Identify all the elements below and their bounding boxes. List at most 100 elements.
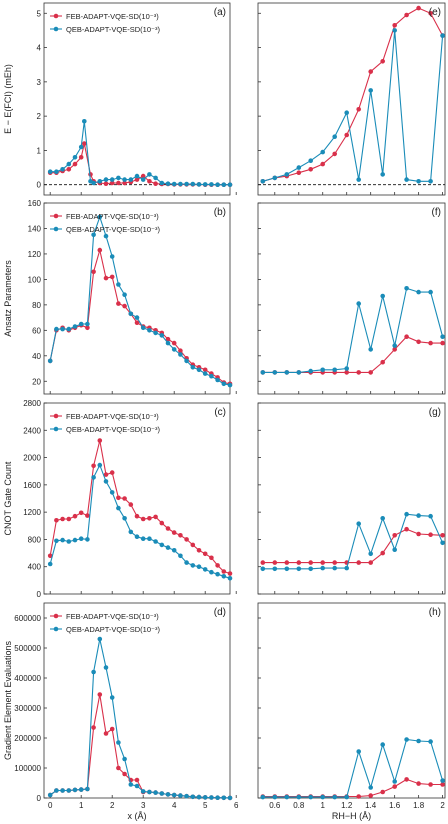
data-point-feb [428,782,433,787]
y-tick-label: 60 [32,326,41,335]
data-point-feb [78,510,84,516]
data-point-qeb [165,792,171,797]
data-point-qeb [153,790,158,795]
data-point-feb [184,537,189,542]
legend-marker-feb [53,413,59,419]
data-point-feb [116,765,121,771]
panel-frame-f [257,202,446,395]
data-point-feb [260,560,266,565]
y-tick-label: 120 [28,250,42,259]
series-line-qeb-e [262,30,444,182]
data-point-qeb [428,739,433,744]
data-point-feb [344,132,350,138]
data-point-feb [128,502,134,507]
data-point-qeb [296,566,302,572]
data-point-qeb [184,181,189,187]
data-point-qeb [122,292,127,298]
data-point-qeb [428,289,433,295]
data-point-feb [78,155,84,160]
data-point-feb [103,731,109,736]
data-point-feb [356,107,362,112]
data-point-qeb [272,175,278,181]
data-point-qeb [227,795,233,801]
x-tick-label: 1.2 [341,801,353,810]
data-point-qeb [209,373,214,379]
panel-label-h: (h) [429,607,441,618]
data-point-qeb [171,181,177,187]
data-point-qeb [171,792,177,798]
data-point-feb [284,560,290,565]
data-point-qeb [66,788,72,793]
data-point-feb [380,789,386,795]
data-point-qeb [122,756,127,762]
data-point-qeb [78,787,84,792]
data-point-qeb [209,795,214,800]
data-point-qeb [190,794,196,800]
data-point-feb [134,513,140,519]
data-point-qeb [122,177,127,182]
data-point-feb [109,180,115,186]
y-tick-label: 100000 [14,764,41,773]
data-point-feb [440,782,445,787]
data-point-qeb [47,561,53,567]
data-point-qeb [284,794,290,800]
legend-label-feb: FEB-ADAPT-VQE-SD(10⁻³) [66,12,159,21]
data-point-feb [153,181,158,186]
data-point-qeb [116,505,121,511]
data-point-feb [171,340,177,346]
data-point-feb [122,180,127,186]
x-tick-label: 6 [234,801,239,810]
data-point-qeb [78,321,84,327]
data-point-qeb [54,538,59,544]
legend-label-qeb: QEB-ADAPT-VQE-SD(10⁻³) [66,25,160,34]
data-point-qeb [60,537,65,543]
y-tick-label: 0 [37,794,42,803]
x-axis-label-right: RH−H (Å) [332,811,371,821]
data-point-qeb [165,545,171,550]
data-point-qeb [171,347,177,352]
data-point-feb [320,161,326,167]
y-tick-label: 1600 [23,481,41,490]
data-point-qeb [308,368,314,374]
data-point-feb [97,438,103,443]
data-point-qeb [284,172,290,177]
y-tick-label: 4 [37,44,42,53]
x-tick-label: 2 [110,801,115,810]
y-tick-label: 200000 [14,734,41,743]
data-point-qeb [159,333,165,338]
x-axis-label-left: x (Å) [128,811,147,821]
data-point-qeb [308,794,314,800]
data-point-qeb [47,358,53,364]
data-point-feb [404,777,409,782]
data-point-qeb [184,358,189,364]
legend-marker-qeb [53,26,59,32]
data-point-qeb [85,321,90,327]
data-point-feb [392,23,398,28]
data-point-qeb [66,539,72,544]
data-point-qeb [60,167,65,172]
data-point-feb [308,167,314,172]
data-point-qeb [196,367,202,373]
data-point-qeb [72,155,78,160]
data-point-qeb [284,566,290,572]
legend-marker-qeb [53,626,59,632]
data-point-feb [440,340,445,346]
data-point-qeb [221,795,227,801]
series-line-feb-h [262,778,443,798]
data-point-feb [404,526,409,532]
legend-label-feb: FEB-ADAPT-VQE-SD(10⁻³) [66,212,159,221]
data-point-qeb [344,110,350,115]
data-point-qeb [392,779,398,784]
data-point-feb [47,553,53,559]
data-point-qeb [344,794,350,800]
data-point-qeb [356,749,362,754]
data-point-qeb [380,172,386,177]
x-tick-label: 5 [203,801,208,810]
data-point-qeb [134,173,140,179]
data-point-qeb [356,301,362,306]
series-line-qeb-f [262,287,444,373]
panel-label-c: (c) [214,407,226,418]
data-point-feb [221,569,227,574]
data-point-qeb [153,175,158,181]
data-point-qeb [159,180,165,186]
